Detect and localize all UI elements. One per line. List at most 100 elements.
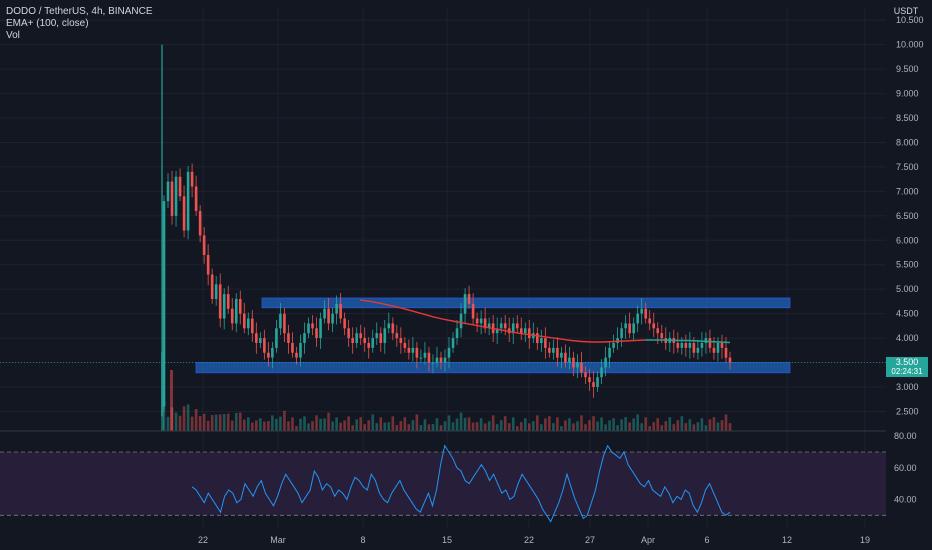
volume-bar (708, 419, 712, 431)
price-tick-label: 3.000 (896, 382, 919, 392)
volume-bar (536, 415, 539, 431)
volume-bar (608, 420, 611, 431)
candle-body (319, 318, 322, 339)
candle-body (423, 352, 427, 358)
rsi-tick-label: 80.00 (894, 431, 917, 441)
volume-bar (479, 418, 483, 431)
price-axis[interactable]: 10.500 10.000 9.500 9.000 8.500 8.000 7.500 7.0… (886, 0, 932, 550)
volume-bar (343, 420, 346, 431)
time-tick-label: 15 (442, 535, 452, 545)
time-tick-label: 12 (782, 535, 792, 545)
volume-bar (210, 415, 214, 431)
volume-bar (684, 423, 688, 431)
volume-bar (275, 418, 278, 431)
volume-bar (656, 418, 660, 431)
volume-bar (222, 414, 226, 431)
candle-body (178, 176, 182, 197)
candle-body (588, 377, 591, 383)
ema-line (359, 299, 731, 344)
rsi-tick-label: 40.00 (894, 495, 917, 505)
candle-body (483, 318, 487, 329)
candle-body (519, 328, 523, 334)
candle-body (499, 323, 503, 329)
volume-bar (391, 416, 395, 431)
volume-bar (588, 420, 591, 431)
volume-bar (166, 416, 170, 431)
volume-bar (299, 418, 302, 431)
candle-body (387, 323, 391, 329)
candle-body (375, 333, 379, 339)
candle-body (222, 294, 226, 319)
volume-bar (367, 420, 371, 431)
last-price-badge: 3.500 02:24:31 (886, 356, 928, 377)
volume-bar (576, 421, 579, 431)
volume-bar (620, 419, 623, 431)
rsi-tick-label: 60.00 (894, 463, 917, 473)
volume-bar (255, 420, 258, 431)
candle-body (343, 318, 346, 329)
volume-bar (295, 426, 298, 431)
candle-body (660, 333, 664, 339)
symbol-title[interactable]: DODO / TetherUS, 4h, BINANCE (6, 6, 153, 17)
volume-bar (503, 416, 507, 431)
candle-body (612, 342, 615, 348)
volume-bar (507, 423, 511, 431)
volume-bar (688, 419, 692, 431)
volume-bar (564, 420, 567, 431)
rsi-axis[interactable]: 80.00 60.00 40.00 (894, 431, 917, 504)
volume-indicator-label[interactable]: Vol (6, 30, 20, 41)
candle-body (712, 347, 716, 353)
ema-indicator-label[interactable]: EMA+ (100, close) (6, 18, 89, 29)
volume-bar (548, 416, 551, 431)
candle-body (548, 347, 551, 353)
candle-body (279, 313, 282, 329)
volume-bar (600, 417, 603, 431)
volume-bar (375, 423, 379, 431)
volume-bar (692, 424, 696, 431)
volume-bar (580, 415, 583, 431)
candle-body (399, 338, 403, 343)
candle-body (644, 308, 648, 319)
candle-body (182, 196, 186, 231)
candle-body (564, 352, 567, 363)
candle-body (680, 342, 684, 348)
candle-body (475, 318, 479, 324)
candle-body (439, 357, 443, 363)
candle-body (238, 298, 242, 314)
price-tick-label: 8.000 (896, 137, 919, 147)
volume-bar (652, 422, 656, 431)
volume-bar (311, 421, 314, 431)
volume-bar (267, 421, 270, 431)
candle-body (692, 342, 696, 353)
resistance-zone[interactable] (261, 297, 791, 309)
candle-body (455, 328, 459, 339)
volume-bar (435, 418, 439, 431)
volume-bar (515, 426, 519, 431)
candle-body (552, 347, 555, 353)
candle-body (311, 323, 314, 329)
volume-bar (467, 417, 471, 431)
candle-body (527, 328, 531, 339)
volume-bar (419, 425, 423, 431)
support-zone[interactable] (195, 362, 791, 374)
candle-body (720, 342, 724, 348)
candle-body (560, 352, 563, 358)
candle-body (624, 323, 627, 329)
candle-body (459, 313, 463, 329)
candle-body (367, 342, 371, 348)
volume-bar (483, 423, 487, 431)
time-axis[interactable]: 22 Mar 8 15 22 27 Apr 6 12 19 (198, 535, 870, 545)
volume-bar (315, 415, 318, 431)
volume-bar (283, 410, 286, 431)
volume-bar (379, 417, 383, 431)
candle-body (544, 338, 547, 348)
candle-body (327, 308, 330, 324)
volume-bar (624, 417, 627, 431)
volume-bar (363, 424, 367, 431)
candle-body (724, 347, 728, 358)
candle-body (568, 357, 571, 363)
price-tick-label: 7.000 (896, 186, 919, 196)
volume-bar (427, 424, 431, 431)
candle-body (479, 318, 483, 324)
